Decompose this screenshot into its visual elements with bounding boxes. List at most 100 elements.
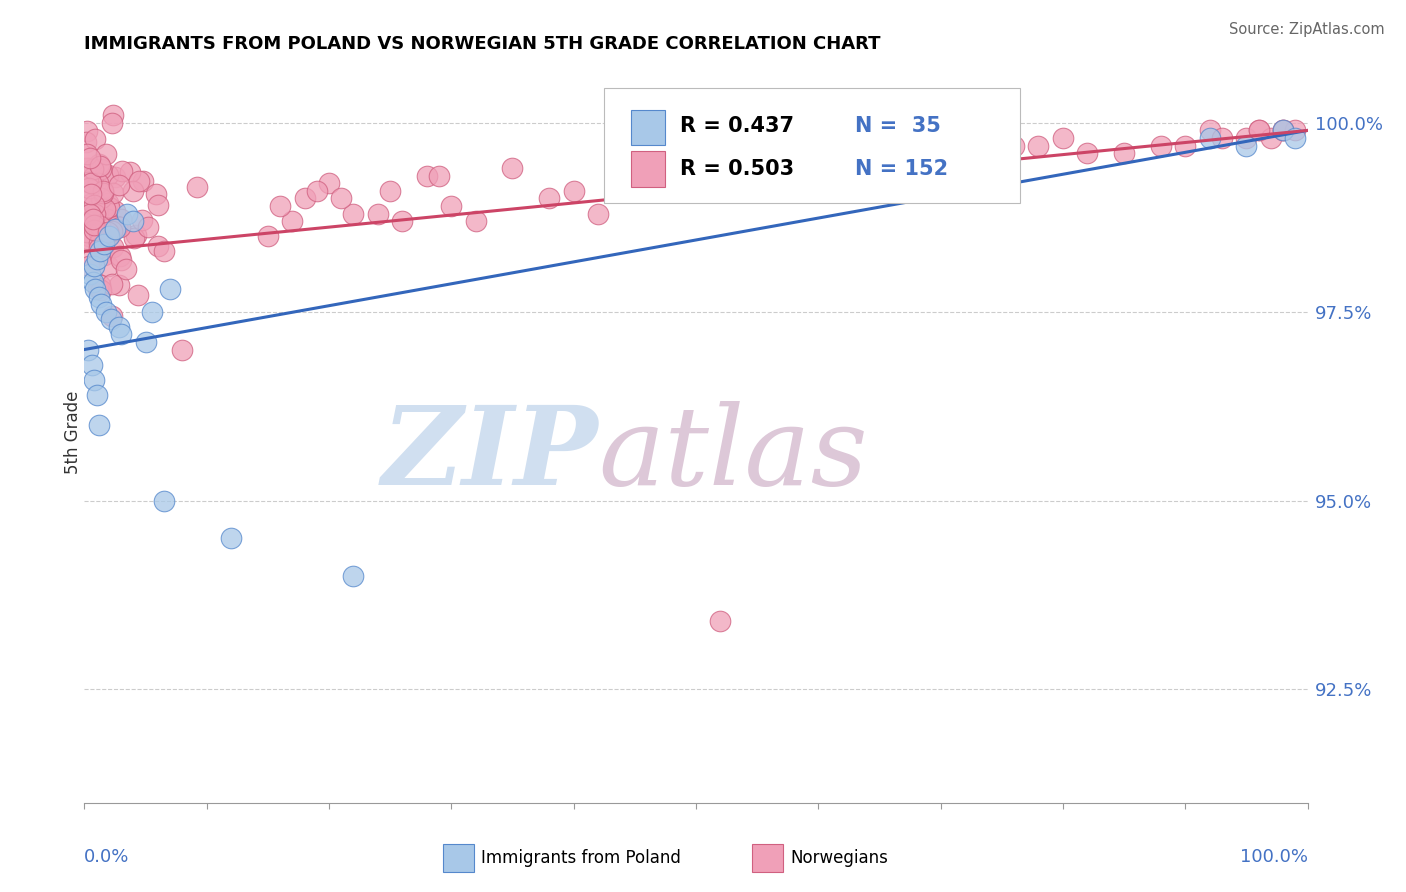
- Point: [146, 239, 169, 253]
- Point: [1284, 131, 1306, 145]
- Point: [131, 212, 153, 227]
- Point: [89, 244, 111, 259]
- Point: [101, 108, 124, 122]
- Point: [89, 219, 111, 233]
- Point: [90, 190, 112, 204]
- Point: [82, 170, 104, 185]
- Point: [82, 275, 104, 289]
- Point: [77, 175, 100, 189]
- Point: [153, 493, 176, 508]
- Point: [75, 208, 97, 222]
- Point: [464, 214, 486, 228]
- Point: [991, 153, 1014, 168]
- Point: [77, 260, 100, 274]
- Point: [1198, 123, 1220, 137]
- Point: [905, 153, 928, 168]
- Point: [97, 196, 120, 211]
- Point: [1076, 146, 1098, 161]
- Point: [93, 233, 115, 247]
- Point: [121, 184, 143, 198]
- Point: [104, 204, 127, 219]
- Point: [87, 281, 110, 295]
- Point: [80, 358, 103, 372]
- Point: [186, 180, 208, 194]
- Point: [79, 207, 101, 221]
- Point: [96, 226, 118, 240]
- Point: [76, 225, 98, 239]
- Point: [96, 146, 118, 161]
- Text: Norwegians: Norwegians: [790, 849, 889, 867]
- Point: [1198, 131, 1220, 145]
- Point: [80, 187, 103, 202]
- Point: [1052, 131, 1074, 145]
- FancyBboxPatch shape: [631, 110, 665, 145]
- Point: [96, 211, 118, 226]
- Point: [145, 186, 167, 201]
- Point: [281, 214, 304, 228]
- Point: [94, 202, 117, 216]
- Point: [172, 343, 194, 357]
- Point: [101, 240, 124, 254]
- Point: [101, 186, 124, 200]
- Point: [440, 199, 463, 213]
- Point: [98, 200, 121, 214]
- Text: R = 0.437: R = 0.437: [681, 116, 794, 136]
- Point: [75, 161, 97, 175]
- Point: [97, 229, 120, 244]
- Point: [125, 228, 148, 243]
- Point: [141, 304, 163, 318]
- Point: [342, 569, 364, 583]
- Y-axis label: 5th Grade: 5th Grade: [65, 391, 82, 475]
- Point: [1260, 131, 1282, 145]
- Point: [108, 178, 131, 192]
- Point: [1236, 131, 1258, 145]
- Point: [747, 161, 769, 176]
- Point: [342, 206, 364, 220]
- Point: [502, 161, 524, 176]
- Point: [77, 181, 100, 195]
- Point: [97, 259, 120, 273]
- Text: Immigrants from Poland: Immigrants from Poland: [481, 849, 681, 867]
- Point: [118, 165, 141, 179]
- Point: [783, 161, 806, 176]
- Point: [91, 184, 114, 198]
- Point: [104, 169, 127, 184]
- Point: [122, 214, 145, 228]
- Point: [77, 161, 100, 175]
- Point: [77, 234, 100, 248]
- Point: [153, 244, 176, 258]
- Text: R = 0.503: R = 0.503: [681, 159, 794, 179]
- Point: [76, 124, 98, 138]
- Point: [79, 176, 101, 190]
- Point: [89, 159, 111, 173]
- Point: [318, 177, 340, 191]
- Point: [90, 297, 112, 311]
- Point: [87, 418, 110, 433]
- Point: [1236, 138, 1258, 153]
- Point: [127, 288, 149, 302]
- Point: [79, 229, 101, 244]
- Point: [330, 191, 353, 205]
- Point: [82, 161, 104, 176]
- Point: [305, 184, 328, 198]
- Point: [89, 236, 111, 251]
- Point: [416, 169, 439, 183]
- FancyBboxPatch shape: [631, 152, 665, 186]
- FancyBboxPatch shape: [605, 88, 1021, 203]
- Point: [108, 249, 131, 263]
- Point: [97, 168, 120, 182]
- Point: [101, 277, 124, 292]
- Point: [1174, 138, 1197, 153]
- Point: [108, 277, 131, 292]
- Point: [83, 223, 105, 237]
- Point: [709, 177, 731, 191]
- Point: [146, 198, 169, 212]
- Point: [1247, 123, 1270, 137]
- Point: [101, 116, 124, 130]
- Point: [391, 214, 413, 228]
- Text: atlas: atlas: [598, 401, 868, 508]
- Point: [831, 169, 853, 183]
- Point: [122, 230, 145, 244]
- Point: [685, 169, 707, 183]
- Point: [1002, 138, 1025, 153]
